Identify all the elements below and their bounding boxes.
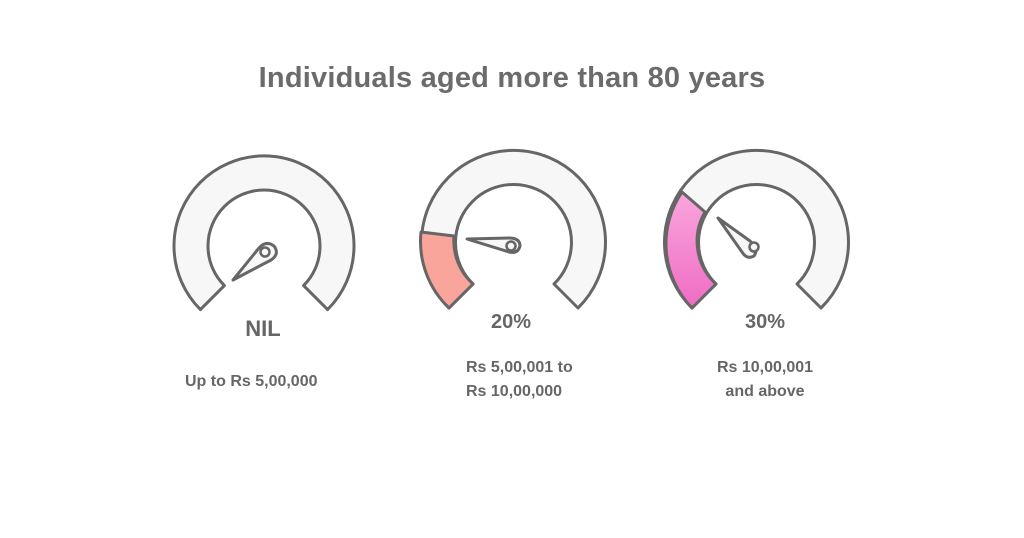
needle-icon — [716, 216, 760, 259]
range-line: Up to Rs 5,00,000 — [185, 373, 318, 390]
income-range-30: Rs 10,00,001 and above — [700, 356, 830, 404]
range-line: and above — [725, 383, 805, 400]
gauge-30-percent — [662, 146, 852, 318]
page-title: Individuals aged more than 80 years — [258, 62, 766, 94]
income-range-nil: Up to Rs 5,00,000 — [185, 370, 318, 394]
needle-icon — [231, 241, 278, 282]
range-line: Rs 5,00,001 to — [466, 359, 573, 376]
needle-icon — [465, 236, 522, 254]
gauge-dial-icon — [663, 148, 850, 310]
gauge-dial-icon — [419, 148, 607, 310]
gauge-dial-icon — [172, 154, 356, 312]
rate-label-20: 20% — [490, 311, 532, 333]
range-line: Rs 10,00,001 — [716, 359, 814, 376]
rate-label-nil: NIL — [245, 316, 281, 341]
range-line: Rs 10,00,000 — [466, 383, 563, 400]
gauge-20-percent — [417, 146, 607, 318]
gauge-nil — [171, 150, 357, 322]
income-range-20: Rs 5,00,001 to Rs 10,00,000 — [466, 356, 573, 404]
rate-label-30: 30% — [744, 311, 786, 333]
